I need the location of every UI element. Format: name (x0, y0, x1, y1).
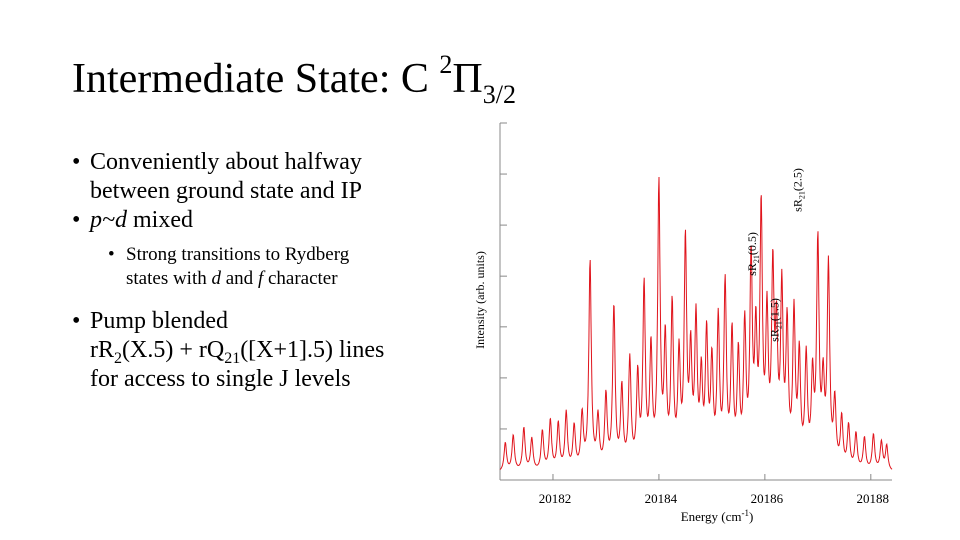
peak-annotations: sR21(0.5)sR21(1.5)sR21(2.5) (745, 168, 807, 342)
x-axis-label-sup: -1 (741, 508, 749, 518)
sub-bullet-d: d (211, 268, 222, 289)
bullet-pump-q-sub: 21 (224, 349, 241, 367)
bullet-marker: • (108, 244, 115, 265)
x-tick-label: 20182 (539, 491, 572, 506)
bullet-pump: • Pump blended rR2(X.5) + rQ21([X+1].5) l… (72, 307, 472, 394)
bullet-marker: • (72, 308, 81, 334)
peak-annotation-main: sR (791, 199, 805, 212)
peak-annotation-main: sR (767, 329, 781, 342)
bullet-halfway-line1: Conveniently about halfway (90, 149, 362, 175)
sub-bullet-rydberg-line1: Strong transitions to Rydberg (126, 244, 350, 265)
sub-bullet-rydberg: • Strong transitions to Rydberg states wi… (72, 243, 472, 291)
title-superscript: 2 (439, 50, 453, 79)
x-axis-label: Energy (cm-1) (681, 508, 754, 524)
title-pi: Π (452, 56, 483, 102)
y-ticks (500, 122, 507, 481)
bullet-halfway: • Conveniently about halfway between grou… (72, 148, 472, 206)
bullet-pump-rr: rR (90, 337, 114, 363)
bullet-marker: • (72, 207, 81, 233)
y-axis-group (499, 122, 507, 481)
peak-annotation-tail: (2.5) (791, 168, 805, 191)
bullet-list: • Conveniently about halfway between grou… (72, 148, 472, 394)
x-ticks (552, 474, 872, 480)
spectrum-series-line (499, 176, 893, 470)
bullet-pump-rr-sub: 2 (114, 349, 122, 367)
bullet-pump-line3: for access to single J levels (90, 366, 351, 392)
y-axis-label: Intensity (arb. units) (473, 251, 487, 349)
peak-annotation: sR21(2.5) (791, 168, 807, 212)
x-tick-labels: 20182 20184 20186 20188 (539, 491, 889, 506)
bullet-mixed-suffix: mixed (126, 207, 193, 233)
peak-annotation: sR21(1.5) (767, 298, 783, 342)
bullet-pump-line1: Pump blended (90, 308, 228, 334)
bullet-mixed: • p~d mixed (72, 206, 472, 235)
peak-annotation-tail: (1.5) (767, 298, 781, 321)
peak-annotation: sR21(0.5) (745, 232, 761, 276)
bullet-halfway-line2: between ground state and IP (90, 178, 362, 204)
peak-annotation-sub: 21 (774, 321, 783, 329)
bullet-mixed-pd: p~d (90, 207, 127, 233)
x-tick-label: 20186 (751, 491, 784, 506)
x-axis-label-tail: ) (749, 509, 753, 524)
bullet-pump-x2: ([X+1].5) lines (240, 337, 385, 363)
sub-bullet-states-with: states with (126, 268, 212, 289)
peak-annotation-tail: (0.5) (745, 232, 759, 255)
sub-bullet-character: character (263, 268, 338, 289)
slide-title: Intermediate State: C 2Π3/2 (72, 52, 516, 110)
x-axis-label-main: Energy (cm (681, 509, 742, 524)
bullet-pump-x: (X.5) + rQ (122, 337, 225, 363)
x-tick-label: 20184 (645, 491, 678, 506)
x-tick-label: 20188 (857, 491, 890, 506)
peak-annotation-sub: 21 (798, 191, 807, 199)
bullet-marker: • (72, 149, 81, 175)
peak-annotation-main: sR (745, 263, 759, 276)
sub-bullet-f: f (257, 268, 264, 289)
title-subscript: 3/2 (482, 80, 516, 110)
peak-annotation-sub: 21 (752, 255, 761, 263)
sub-bullet-and: and (221, 268, 258, 289)
title-main: Intermediate State: C (72, 56, 440, 102)
